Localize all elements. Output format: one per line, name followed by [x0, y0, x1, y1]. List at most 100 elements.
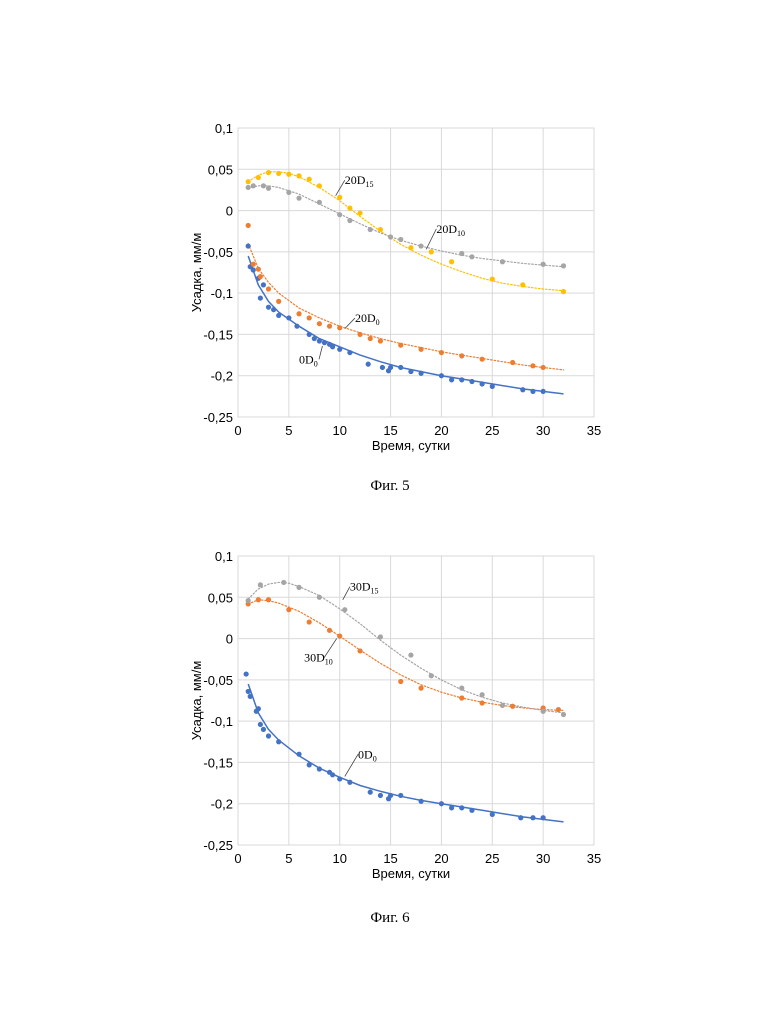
data-point-20D10 [347, 218, 352, 223]
trendline-30D10 [248, 600, 563, 711]
y-axis-label: Усадка, мм/м [189, 661, 204, 741]
data-point-20D0 [459, 353, 464, 358]
x-tick-label: 0 [234, 423, 241, 438]
data-point-30D15 [429, 673, 434, 678]
data-point-20D0 [510, 360, 515, 365]
data-point-20D0 [480, 357, 485, 362]
data-point-30D10 [286, 607, 291, 612]
data-point-20D0 [296, 311, 301, 316]
figure-6-chart: 051015202530350,10,050-0,05-0,1-0,15-0,2… [0, 528, 780, 898]
annotation-main-text: 30D [350, 580, 371, 594]
data-point-30D10 [256, 597, 261, 602]
annotation-leader-line [319, 346, 322, 359]
data-point-30D15 [500, 703, 505, 708]
data-point-0D0 [246, 689, 251, 694]
data-point-20D0 [530, 363, 535, 368]
data-point-0D0 [347, 780, 352, 785]
annotation-main-text: 20D [355, 311, 376, 325]
data-point-0D0 [271, 307, 276, 312]
x-tick-label: 10 [332, 851, 346, 866]
data-point-0D0 [266, 733, 271, 738]
x-tick-label: 20 [434, 423, 448, 438]
data-point-0D0 [307, 762, 312, 767]
data-point-20D15 [347, 205, 352, 210]
data-point-20D0 [357, 332, 362, 337]
data-point-0D0 [398, 365, 403, 370]
data-point-20D15 [307, 177, 312, 182]
data-point-20D0 [317, 321, 322, 326]
data-point-0D0 [518, 815, 523, 820]
annotation-0D0: 0D0 [358, 747, 377, 763]
data-point-0D0 [520, 387, 525, 392]
y-tick-label: -0,15 [203, 755, 233, 770]
data-point-20D0 [541, 365, 546, 370]
x-tick-label: 25 [485, 423, 499, 438]
data-point-0D0 [276, 313, 281, 318]
y-tick-label: -0,25 [203, 410, 233, 425]
x-tick-label: 20 [434, 851, 448, 866]
x-tick-label: 35 [587, 851, 601, 866]
y-axis-label: Усадка, мм/м [189, 233, 204, 313]
data-point-20D0 [368, 336, 373, 341]
data-point-0D0 [439, 801, 444, 806]
annotation-leader-line [345, 754, 358, 776]
data-point-0D0 [337, 347, 342, 352]
trendline-0D0 [248, 684, 563, 822]
data-point-0D0 [330, 344, 335, 349]
data-point-20D10 [286, 190, 291, 195]
data-point-0D0 [296, 752, 301, 757]
data-point-0D0 [330, 772, 335, 777]
trendline-30D15 [248, 582, 563, 713]
data-point-0D0 [398, 793, 403, 798]
x-tick-label: 25 [485, 851, 499, 866]
data-point-0D0 [256, 706, 261, 711]
data-point-20D15 [378, 227, 383, 232]
data-point-0D0 [388, 793, 393, 798]
data-point-20D10 [459, 251, 464, 256]
y-tick-label: -0,1 [211, 286, 233, 301]
data-point-20D15 [337, 195, 342, 200]
data-point-20D15 [520, 282, 525, 287]
data-point-0D0 [469, 379, 474, 384]
data-point-20D10 [296, 196, 301, 201]
annotation-leader-line [336, 180, 345, 196]
data-point-0D0 [530, 815, 535, 820]
data-point-0D0 [541, 815, 546, 820]
data-point-20D0 [276, 299, 281, 304]
data-point-30D10 [459, 695, 464, 700]
data-point-0D0 [388, 365, 393, 370]
data-point-20D15 [256, 175, 261, 180]
data-point-20D10 [388, 234, 393, 239]
x-tick-label: 10 [332, 423, 346, 438]
data-point-20D10 [500, 259, 505, 264]
data-point-0D0 [276, 739, 281, 744]
data-point-0D0 [248, 694, 253, 699]
data-point-30D10 [266, 597, 271, 602]
data-point-0D0 [251, 267, 256, 272]
data-point-0D0 [337, 776, 342, 781]
data-point-20D0 [266, 286, 271, 291]
data-point-30D15 [246, 598, 251, 603]
data-point-30D15 [296, 585, 301, 590]
x-axis-label: Время, сутки [372, 438, 450, 453]
x-axis-label: Время, сутки [372, 866, 450, 881]
x-tick-label: 5 [285, 851, 292, 866]
data-point-0D0 [490, 812, 495, 817]
data-point-20D15 [357, 210, 362, 215]
data-point-0D0 [380, 365, 385, 370]
data-point-20D0 [337, 325, 342, 330]
annotation-0D0: 0D0 [299, 352, 318, 368]
annotation-leader-line [324, 639, 337, 658]
y-tick-label: -0,15 [203, 327, 233, 342]
data-point-0D0 [418, 799, 423, 804]
data-point-20D0 [251, 262, 256, 267]
data-point-30D10 [307, 619, 312, 624]
y-tick-label: -0,1 [211, 714, 233, 729]
data-point-30D15 [258, 582, 263, 587]
data-point-20D15 [561, 289, 566, 294]
data-point-0D0 [317, 766, 322, 771]
x-tick-label: 0 [234, 851, 241, 866]
data-point-20D10 [246, 185, 251, 190]
data-point-20D15 [449, 259, 454, 264]
y-tick-label: 0,05 [208, 162, 233, 177]
